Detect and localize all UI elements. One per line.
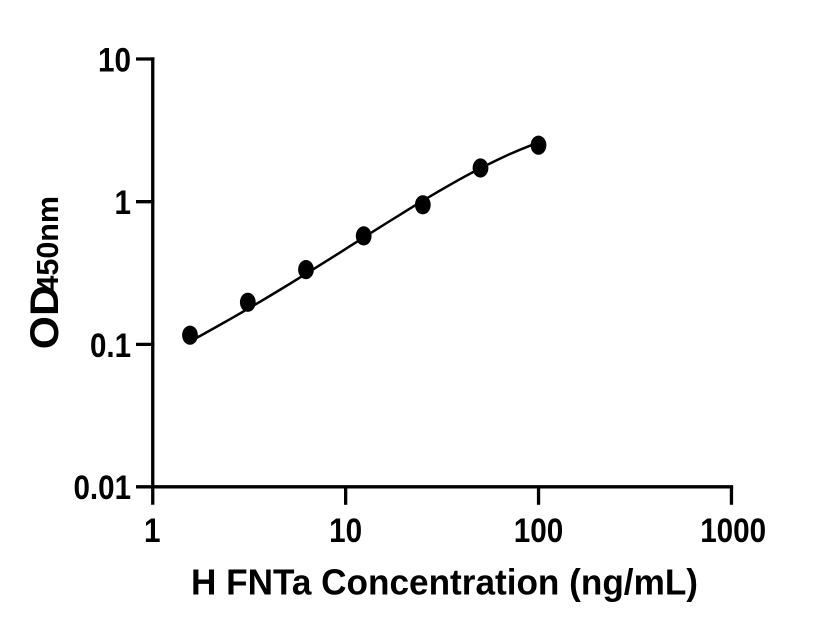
svg-text:1: 1 bbox=[144, 512, 161, 550]
svg-text:450nm: 450nm bbox=[32, 196, 65, 293]
svg-text:0.01: 0.01 bbox=[74, 469, 132, 507]
svg-text:10: 10 bbox=[98, 41, 131, 79]
svg-text:OD: OD bbox=[23, 285, 67, 349]
svg-text:100: 100 bbox=[514, 512, 564, 550]
svg-text:1: 1 bbox=[115, 184, 132, 222]
svg-text:1000: 1000 bbox=[700, 512, 766, 550]
svg-text:10: 10 bbox=[329, 512, 362, 550]
svg-text:0.1: 0.1 bbox=[90, 327, 131, 365]
svg-text:H FNTa Concentration (ng/mL): H FNTa Concentration (ng/mL) bbox=[191, 562, 698, 603]
